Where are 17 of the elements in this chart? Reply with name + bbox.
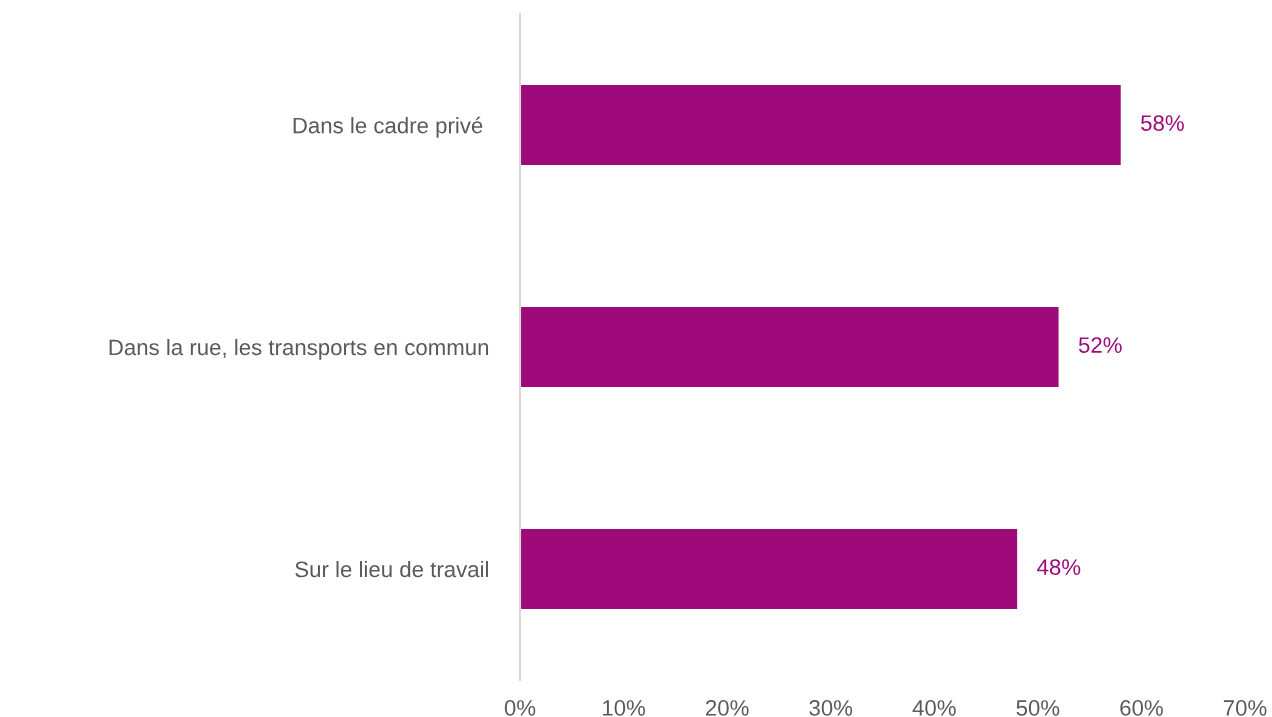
x-tick-label: 0%	[504, 700, 536, 716]
x-tick-label: 50%	[1016, 700, 1060, 716]
x-tick-label: 40%	[912, 700, 956, 716]
y-tick-label: Dans le cadre privé	[293, 116, 483, 138]
x-tick-label: 70%	[1223, 700, 1267, 716]
x-tick-label: 60%	[1120, 700, 1163, 716]
data-label: 52%	[1078, 337, 1122, 353]
bar	[520, 529, 1018, 609]
x-tick-label: 10%	[603, 700, 646, 716]
bar	[520, 85, 1121, 165]
data-label: 48%	[1037, 559, 1081, 575]
y-tick-label: Sur le lieu de travail	[295, 560, 488, 578]
data-label: 58%	[1141, 115, 1184, 131]
y-tick-label: Dans la rue, les transports en commun	[109, 338, 489, 360]
x-tick-label: 30%	[809, 700, 853, 716]
bar	[520, 307, 1059, 387]
x-tick-label: 20%	[706, 700, 749, 716]
